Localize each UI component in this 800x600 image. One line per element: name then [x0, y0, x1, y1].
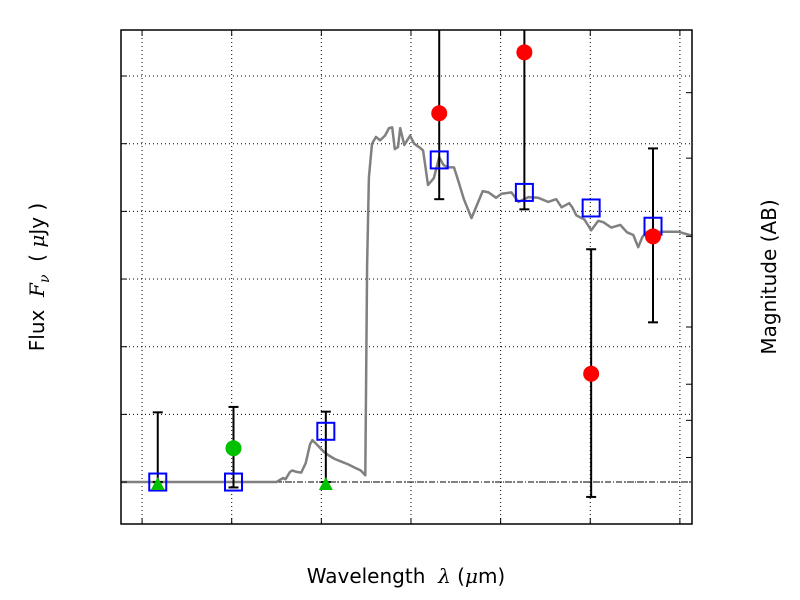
- model-square-marker: [223, 472, 243, 492]
- y-axis-label: Flux Fν ( μJy ): [25, 203, 53, 351]
- flux-circle-marker: [645, 228, 662, 245]
- y-axis-label-symbol: F: [25, 282, 49, 298]
- x-axis-label-unit-open: (: [451, 564, 465, 588]
- flux-circle-marker: [431, 105, 448, 122]
- y-axis-label-unit-mu: μ: [25, 235, 49, 248]
- x-axis-label-unit-mu: μ: [465, 564, 478, 588]
- y-axis-label-unit-open: (: [25, 248, 49, 275]
- upper-limit-triangle-marker: [150, 477, 165, 491]
- axes: [120, 29, 693, 525]
- model-square-marker: [148, 472, 168, 492]
- y-axis-label-text: Flux: [25, 297, 49, 351]
- y-axis-label-subscript: ν: [37, 274, 53, 283]
- model-square-marker: [429, 150, 449, 170]
- spectrum-line: [121, 126, 692, 484]
- x-axis-label-text: Wavelength: [307, 564, 438, 588]
- model-square-marker: [514, 182, 534, 202]
- plot-frame: [120, 29, 693, 525]
- x-axis-label-unit-rest: m): [478, 564, 505, 588]
- y-axis-label-unit-rest: Jy ): [25, 203, 49, 237]
- data-markers: [148, 44, 663, 492]
- model-square-marker: [316, 421, 336, 441]
- x-axis-label: Wavelength λ (μm): [307, 564, 506, 588]
- upper-limit-triangle-marker: [318, 477, 333, 491]
- x-axis-label-symbol: λ: [437, 564, 451, 588]
- flux-circle-marker: [516, 44, 533, 61]
- model-square-marker: [581, 198, 601, 218]
- y2-axis-label: Magnitude (AB): [757, 199, 781, 354]
- spectrum-series: [121, 126, 692, 484]
- flux-circle-marker: [225, 440, 242, 457]
- flux-circle-marker: [583, 365, 600, 382]
